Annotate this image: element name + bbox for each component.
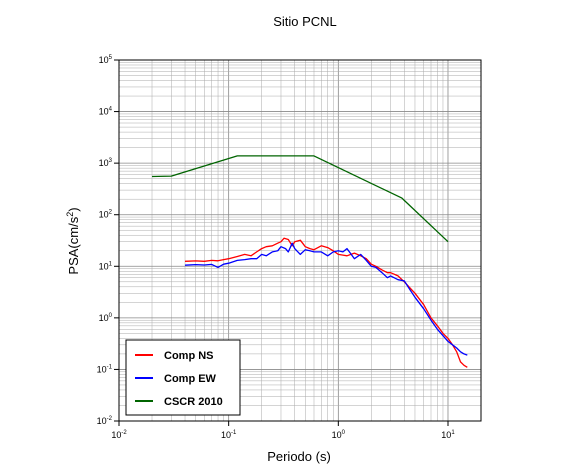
chart-title: Sitio PCNL — [273, 14, 337, 29]
legend-label: Comp EW — [164, 373, 217, 385]
y-tick-label: 10-1 — [97, 364, 113, 374]
plot-frame — [118, 59, 482, 422]
x-axis-label: Periodo (s) — [267, 449, 331, 464]
x-tick-label: 10-2 — [111, 430, 127, 440]
y-tick-label: 100 — [99, 313, 113, 323]
y-axis-label: PSA(cm/s2) — [65, 207, 81, 274]
series-line-comp-ns — [184, 237, 468, 368]
y-tick-label: 104 — [99, 107, 113, 117]
axis-ticks: 10-2 10-1 100 101 10-2 10-1 100 101 102 103 104 105 — [97, 55, 456, 440]
y-tick-label: 105 — [99, 55, 113, 65]
grid-lines — [118, 59, 482, 422]
y-tick-label: 10-2 — [97, 416, 113, 426]
y-tick-label: 101 — [99, 261, 113, 271]
y-tick-label: 102 — [99, 210, 113, 220]
x-tick-label: 10-1 — [221, 430, 237, 440]
x-tick-label: 100 — [332, 430, 346, 440]
series-line-comp-ew — [184, 242, 468, 356]
series-layer — [151, 155, 468, 368]
legend-label: Comp NS — [164, 350, 214, 362]
y-tick-label: 103 — [99, 158, 113, 168]
legend: Comp NS Comp EW CSCR 2010 — [125, 339, 241, 416]
legend-label: CSCR 2010 — [164, 396, 223, 408]
series-line-cscr-2010 — [151, 155, 449, 243]
x-tick-label: 101 — [441, 430, 455, 440]
